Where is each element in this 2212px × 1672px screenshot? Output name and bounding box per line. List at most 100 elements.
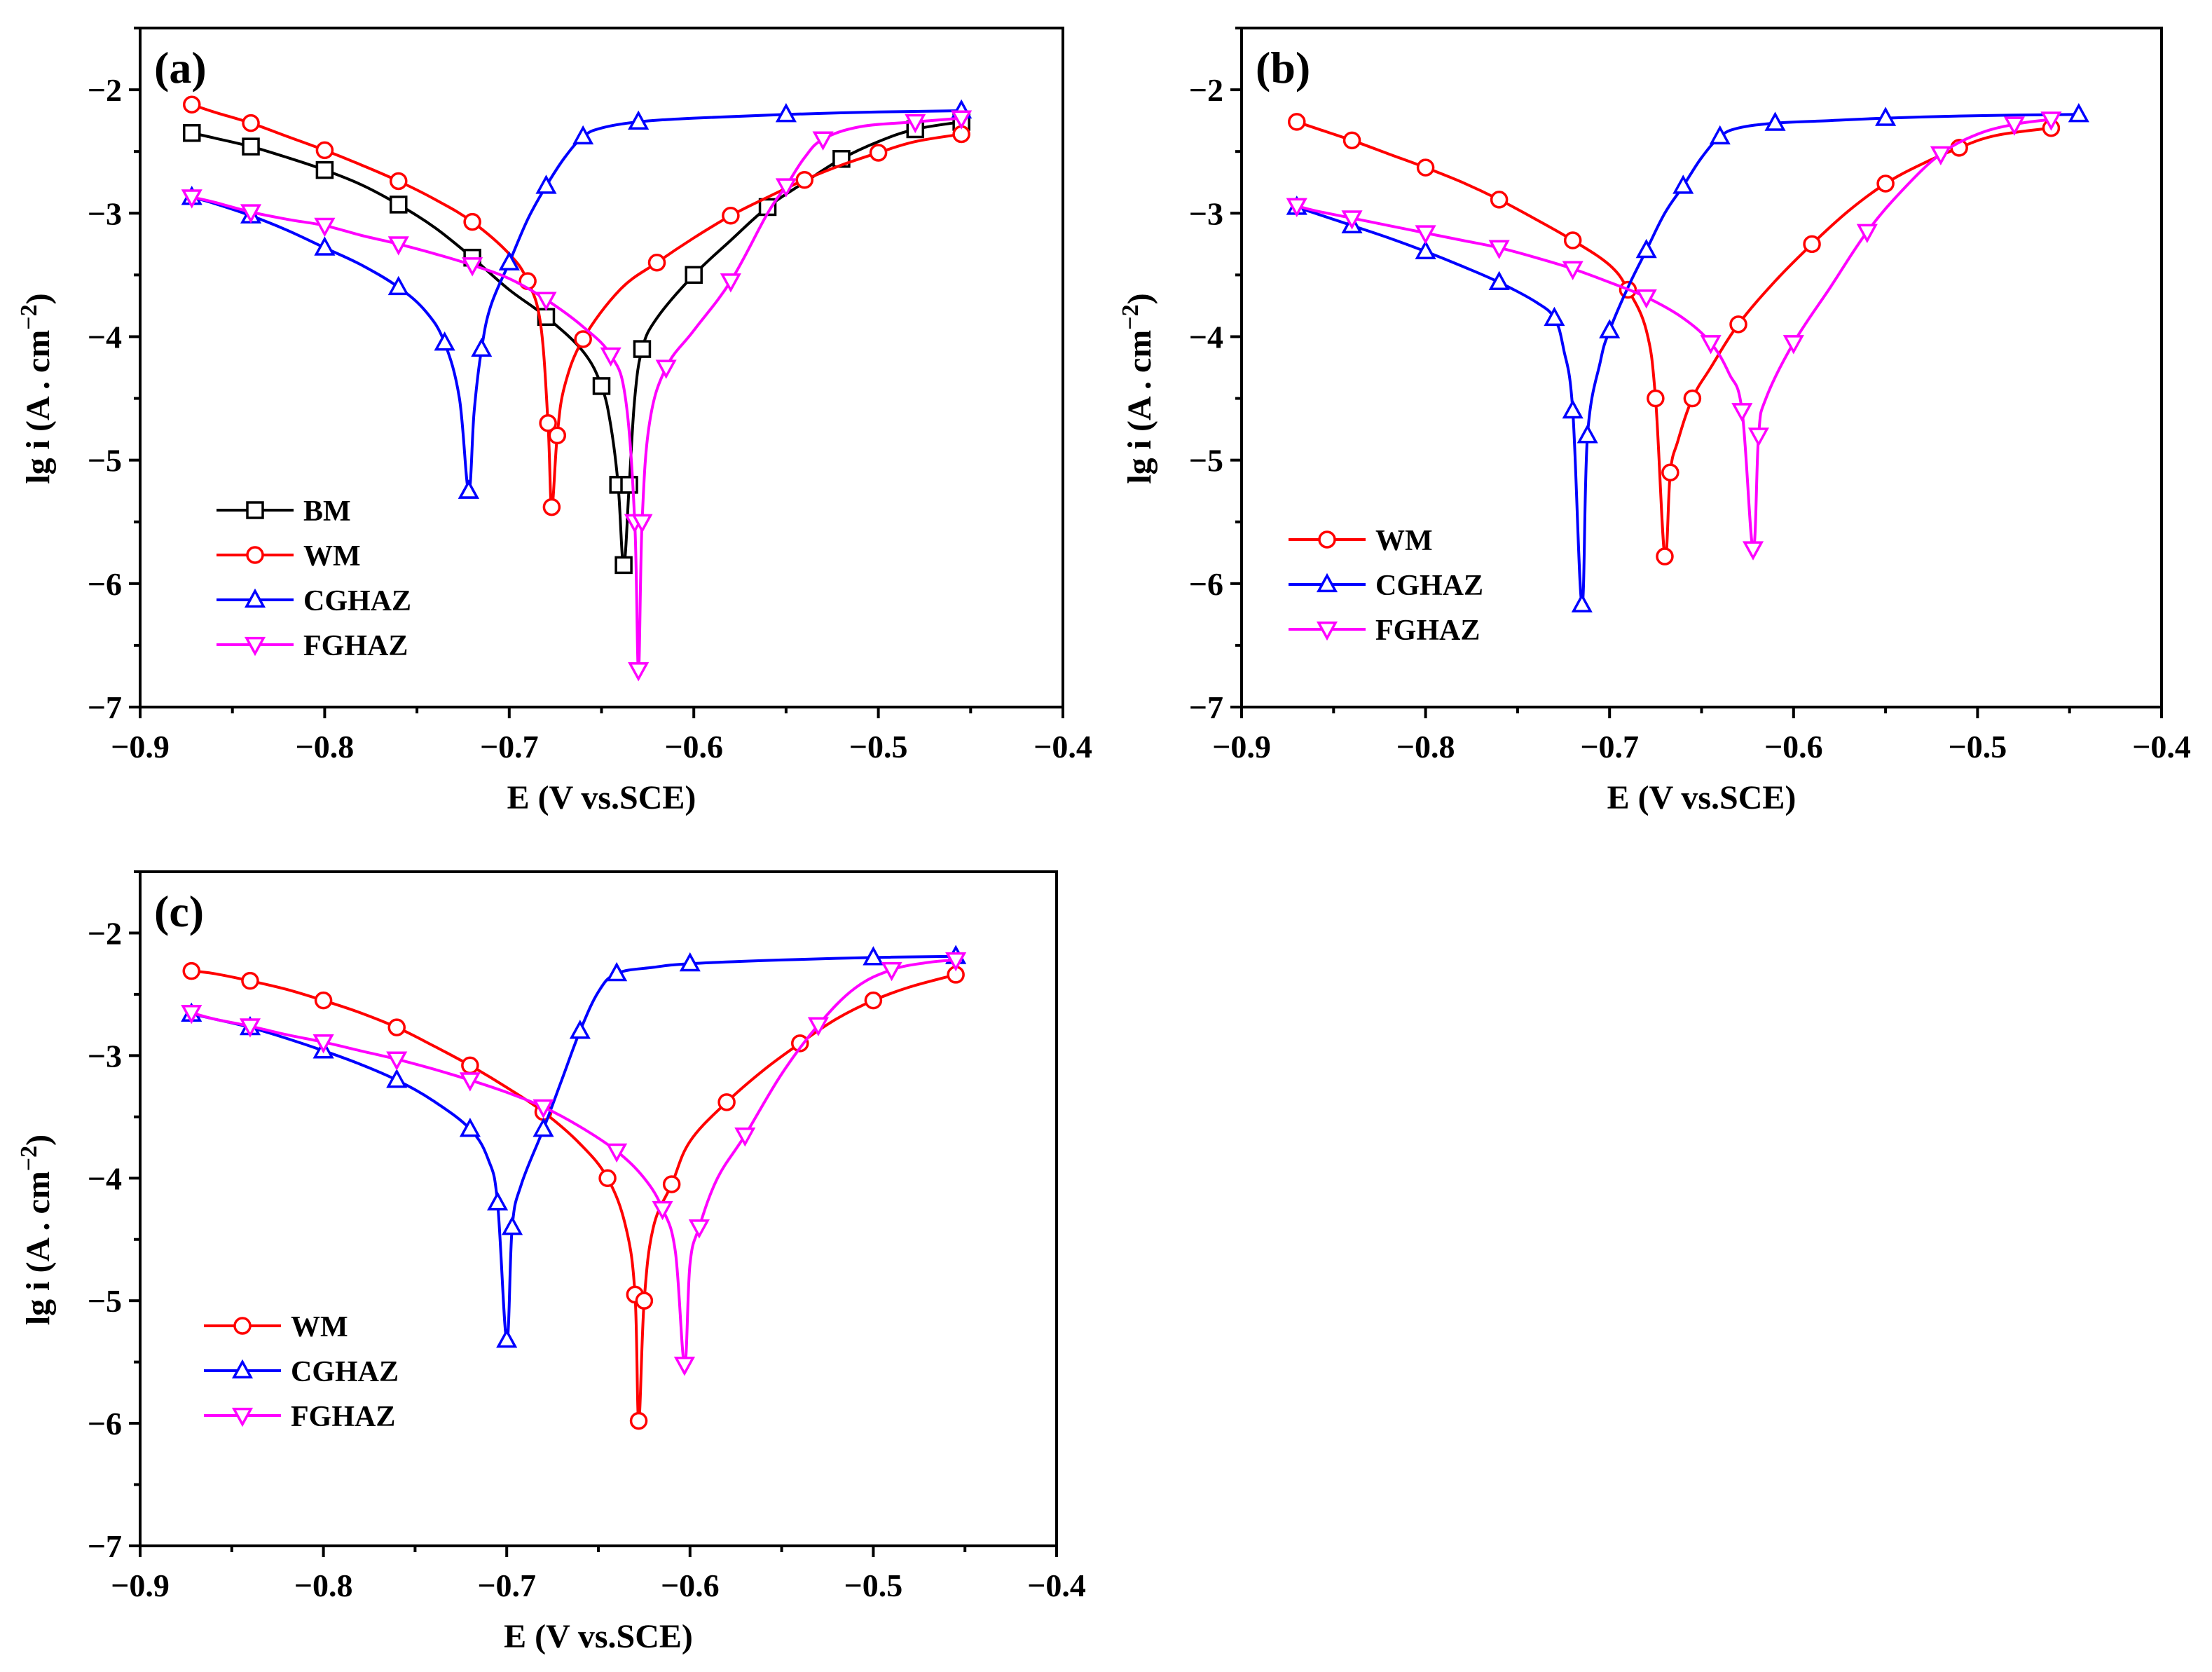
data-point — [812, 131, 834, 151]
data-point-min — [496, 1328, 518, 1348]
x-tick-label: −0.4 — [1027, 1568, 1086, 1603]
data-point — [314, 236, 336, 256]
data-point — [1803, 235, 1821, 254]
series-wm — [1288, 113, 2061, 566]
data-point — [795, 170, 813, 189]
data-point — [1563, 231, 1582, 249]
data-point — [2068, 103, 2089, 123]
data-point — [572, 125, 594, 145]
legend: BM WM CGHAZ FGHAZ — [217, 495, 411, 662]
data-point — [620, 476, 638, 494]
data-point — [1930, 146, 1951, 165]
data-point-min — [542, 498, 561, 516]
x-tick-label: −0.7 — [1580, 729, 1639, 765]
data-point — [905, 114, 926, 134]
data-point — [386, 1051, 408, 1071]
series-fghaz — [181, 110, 973, 682]
series-line — [191, 954, 956, 1342]
data-point — [1490, 191, 1509, 209]
series-line — [1296, 121, 2052, 560]
data-point — [1415, 240, 1436, 259]
y-tick-label: −7 — [88, 690, 122, 725]
data-point — [945, 952, 967, 972]
data-point — [598, 1169, 617, 1188]
data-point — [390, 172, 408, 191]
x-tick-label: −0.5 — [844, 1568, 903, 1603]
x-tick-label: −0.6 — [1764, 729, 1823, 765]
x-tick-label: −0.6 — [661, 1568, 720, 1603]
data-point — [1647, 389, 1665, 408]
data-point — [881, 961, 902, 982]
data-point — [1856, 224, 1878, 243]
data-point — [459, 1118, 481, 1137]
data-point-min — [614, 556, 633, 575]
data-point — [387, 275, 409, 296]
y-tick-label: −2 — [1189, 72, 1223, 108]
legend-label: CGHAZ — [291, 1356, 399, 1388]
data-point — [548, 426, 567, 445]
x-tick-label: −0.7 — [480, 729, 539, 765]
legend-label: FGHAZ — [1375, 615, 1480, 647]
legend: WM CGHAZ FGHAZ — [204, 1311, 399, 1433]
y-axis-title: lg i (A . cm−2) — [16, 293, 57, 484]
data-point — [535, 174, 557, 194]
data-point — [662, 1175, 681, 1193]
data-point — [390, 196, 408, 214]
data-point — [1875, 107, 1897, 126]
series-cghaz — [181, 945, 967, 1348]
x-tick-label: −0.9 — [1212, 729, 1271, 765]
legend-swatch-marker — [231, 1407, 254, 1427]
data-point — [1709, 125, 1731, 145]
data-point — [242, 114, 260, 132]
legend-label: CGHAZ — [1375, 570, 1483, 602]
chart-panel-b: −0.9 −0.8 −0.7 −0.6 −0.5 −0.4 −7 −6 −5 −4 −3 −2 E (V… — [1118, 27, 2191, 816]
data-point — [600, 347, 621, 367]
data-point — [459, 1072, 481, 1092]
data-point — [315, 160, 334, 179]
legend-swatch-marker — [246, 501, 264, 519]
data-point — [647, 253, 666, 272]
x-tick-label: −0.8 — [294, 1568, 353, 1603]
data-point — [498, 251, 520, 270]
legend-swatch-marker — [233, 1317, 252, 1335]
data-point — [1782, 335, 1804, 355]
data-point — [574, 330, 592, 348]
x-tick-label: −0.6 — [664, 729, 723, 765]
data-point — [1747, 427, 1769, 447]
legend-label: CGHAZ — [303, 585, 411, 617]
y-tick-label: −3 — [88, 1038, 122, 1074]
data-point — [1286, 198, 1307, 217]
data-point — [1731, 403, 1753, 423]
data-point — [734, 1127, 756, 1147]
data-point — [722, 207, 740, 225]
y-tick-label: −7 — [1189, 690, 1223, 725]
data-point — [1576, 424, 1598, 444]
data-point — [461, 1056, 479, 1075]
data-point — [685, 266, 703, 285]
data-point — [655, 359, 677, 379]
legend-swatch-marker — [1316, 573, 1338, 593]
legend-swatch-marker — [1318, 530, 1336, 549]
data-point — [1342, 131, 1361, 150]
series-wm — [183, 95, 970, 516]
chart-panel-a: −0.9 −0.8 −0.7 −0.6 −0.5 −0.4 −7 −6 −5 −4 −3 −2 E (V… — [16, 27, 1092, 816]
data-point — [387, 236, 409, 256]
y-axis-title: lg i (A . cm−2) — [16, 1135, 57, 1325]
data-point — [462, 257, 483, 277]
data-point — [533, 1118, 554, 1137]
data-point — [951, 110, 973, 130]
data-point — [1672, 174, 1694, 194]
data-point — [463, 212, 481, 231]
data-point — [314, 991, 333, 1010]
x-tick-label: −0.5 — [849, 729, 908, 765]
panel-label: (a) — [154, 43, 207, 92]
data-point — [592, 377, 611, 395]
legend-label: BM — [303, 495, 351, 528]
data-point — [2003, 116, 2025, 136]
legend-label: WM — [1375, 525, 1433, 557]
x-tick-label: −0.4 — [2132, 729, 2191, 765]
data-point — [1683, 389, 1702, 408]
data-point — [1635, 289, 1657, 309]
data-point-min — [628, 662, 650, 682]
data-point — [501, 1215, 523, 1235]
